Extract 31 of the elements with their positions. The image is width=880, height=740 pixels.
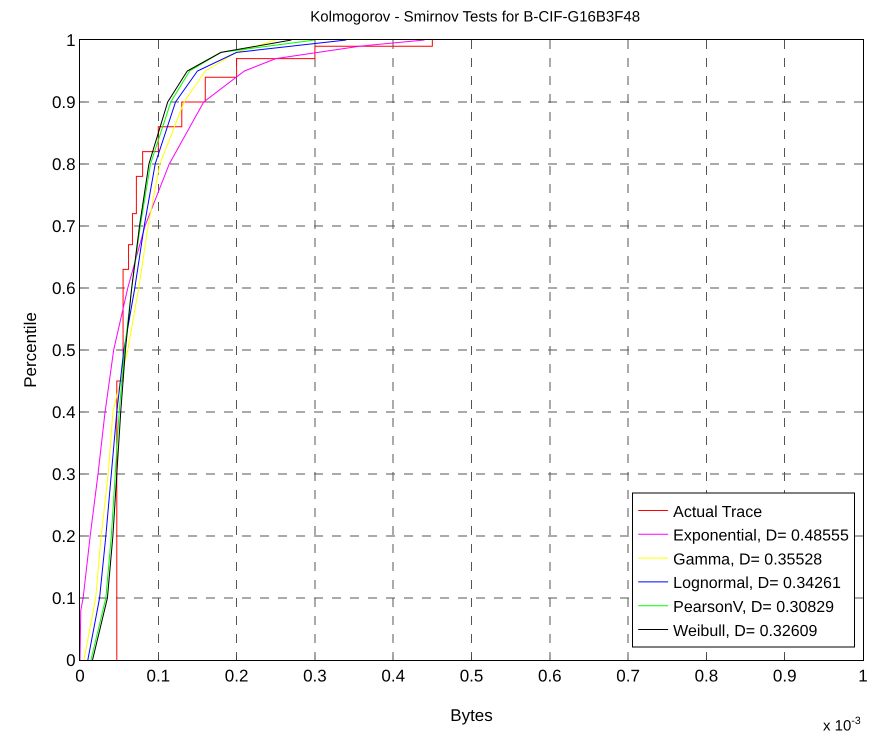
- y-axis-title: Percentile: [21, 312, 40, 388]
- y-tick-label: 0.3: [52, 464, 76, 484]
- legend-label: Weibull, D= 0.32609: [673, 622, 818, 640]
- x-axis-title: Bytes: [450, 706, 493, 725]
- x-tick-label: 1: [858, 666, 868, 686]
- x-tick-label: 0.8: [694, 666, 718, 686]
- legend-label: Gamma, D= 0.35528: [673, 551, 822, 568]
- text: x 10$^{-3}$: [823, 715, 861, 734]
- y-tick-label: 0.5: [52, 340, 76, 360]
- y-tick-label: 0.4: [52, 402, 76, 422]
- y-tick-label: 0.9: [52, 92, 76, 112]
- legend-label: Actual Trace: [673, 504, 762, 521]
- x-tick-label: 0.6: [538, 666, 562, 686]
- y-tick-label: 1: [66, 30, 76, 50]
- y-tick-label: 0: [66, 650, 76, 670]
- x-tick-label: 0.7: [616, 666, 640, 686]
- y-tick-label: 0.7: [52, 216, 76, 236]
- y-tick-label: 0.6: [52, 278, 76, 298]
- chart-title: Kolmogorov - Smirnov Tests for B-CIF-G16B3F48: [310, 8, 640, 26]
- y-tick-label: 0.8: [52, 154, 76, 174]
- y-tick-label: 0.2: [52, 526, 76, 546]
- x-tick-label: 0.2: [224, 666, 248, 686]
- legend-label: Lognormal, D= 0.34261: [673, 575, 841, 592]
- x-tick-label: 0.9: [772, 666, 797, 686]
- y-tick-label: 0.1: [52, 588, 76, 608]
- x-tick-label: 0.5: [460, 666, 484, 686]
- x-tick-label: 0.1: [146, 666, 170, 686]
- legend-label: Exponential, D= 0.48555: [673, 528, 849, 545]
- x-tick-label: 0.3: [303, 666, 327, 686]
- legend-label: PearsonV, D= 0.30829: [673, 598, 834, 616]
- x-tick-label: 0.4: [381, 666, 406, 686]
